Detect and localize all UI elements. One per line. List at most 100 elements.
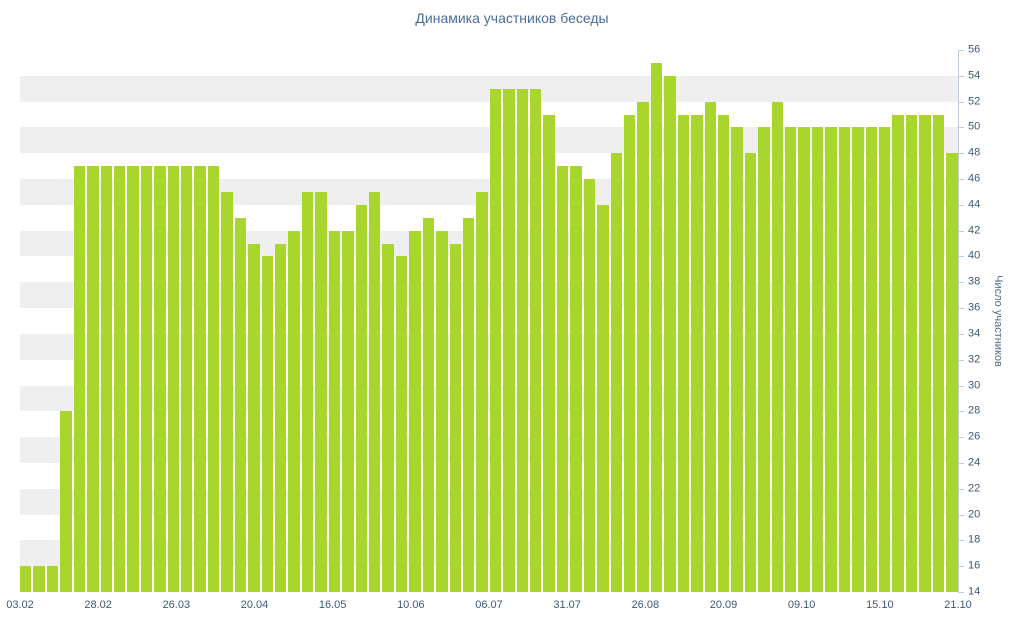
- bar: [637, 101, 649, 592]
- bar: [261, 256, 274, 592]
- bar: [677, 114, 690, 592]
- bar: [275, 243, 287, 592]
- bar: [516, 88, 529, 592]
- x-tick-label: 16.05: [318, 599, 347, 611]
- bar: [167, 166, 180, 592]
- bar: [409, 230, 421, 592]
- bar: [395, 256, 408, 592]
- x-tick-label: 03.02: [6, 599, 34, 611]
- bar: [879, 127, 891, 592]
- chart-title: Динамика участников беседы: [415, 10, 609, 26]
- y-tick-label: 16: [968, 559, 981, 572]
- y-tick-label: 22: [968, 482, 981, 495]
- bar: [731, 127, 743, 592]
- x-tick-label: 20.04: [240, 599, 269, 611]
- bar: [691, 114, 703, 592]
- y-tick-label: 56: [968, 43, 981, 56]
- y-tick: [958, 101, 964, 103]
- y-tick: [958, 592, 964, 593]
- y-tick-label: 36: [968, 301, 981, 314]
- bar: [46, 566, 59, 592]
- x-tick-label: 26.03: [162, 599, 191, 611]
- y-tick-label: 46: [968, 172, 981, 185]
- y-tick: [958, 359, 964, 361]
- y-tick: [958, 462, 964, 464]
- bar: [623, 114, 636, 592]
- x-tick-label: 10.06: [397, 599, 425, 611]
- bar: [248, 243, 260, 592]
- bar: [489, 88, 502, 592]
- y-tick-label: 40: [968, 249, 981, 262]
- bar: [758, 127, 770, 592]
- bar: [33, 566, 45, 592]
- bar: [382, 243, 394, 592]
- y-tick: [958, 50, 964, 51]
- y-tick-label: 44: [968, 198, 981, 211]
- y-tick: [958, 230, 964, 232]
- bar: [221, 191, 233, 592]
- bar: [650, 62, 663, 592]
- y-tick-label: 54: [968, 69, 981, 82]
- bar: [194, 166, 206, 592]
- bar: [288, 230, 300, 592]
- bar: [368, 191, 381, 592]
- y-tick-label: 42: [968, 224, 981, 237]
- y-tick-label: 18: [968, 533, 981, 546]
- bar: [570, 166, 582, 592]
- y-axis: 14 16 18 20 22 24 26 28 30 32 34 36 38 40 42 44 46 48 50 52…: [958, 44, 1004, 597]
- bar: [704, 101, 716, 592]
- bar: [100, 166, 112, 592]
- bar: [543, 114, 555, 592]
- y-tick-label: 30: [968, 379, 981, 392]
- bar: [610, 153, 622, 592]
- bar: [905, 114, 918, 592]
- bar: [556, 166, 569, 592]
- y-tick-label: 48: [968, 146, 981, 159]
- y-tick: [958, 566, 964, 568]
- y-tick: [958, 204, 964, 206]
- bar: [60, 411, 72, 592]
- bar: [422, 217, 435, 592]
- bar: [932, 114, 945, 592]
- grid-band: [20, 75, 958, 102]
- bar: [113, 166, 126, 592]
- y-axis-title: Число участников: [992, 275, 1004, 367]
- bar: [946, 153, 958, 592]
- y-tick: [958, 385, 964, 387]
- y-tick-label: 32: [968, 353, 981, 366]
- y-tick: [958, 514, 964, 516]
- x-tick-label: 06.07: [475, 599, 503, 611]
- x-tick-label: 21.10: [944, 599, 972, 611]
- bar: [852, 127, 864, 592]
- bar: [154, 166, 166, 592]
- y-tick: [958, 256, 964, 258]
- bar: [811, 127, 824, 592]
- y-tick: [958, 153, 964, 155]
- bar: [328, 230, 341, 592]
- y-tick-label: 14: [968, 585, 981, 598]
- x-tick-label: 15.10: [866, 599, 894, 611]
- bar: [87, 166, 99, 592]
- y-tick-label: 38: [968, 275, 981, 288]
- bar: [597, 204, 609, 592]
- bar: [798, 127, 810, 592]
- x-tick-label: 09.10: [787, 599, 816, 611]
- bar: [436, 230, 448, 592]
- bar: [127, 166, 139, 592]
- y-tick: [958, 437, 964, 439]
- x-tick-label: 20.09: [709, 599, 738, 611]
- plot-area: [20, 50, 958, 592]
- bar: [825, 127, 837, 592]
- bar: [462, 217, 475, 592]
- bar: [530, 88, 542, 592]
- x-tick-label: 31.07: [553, 599, 581, 611]
- y-tick-label: 20: [968, 508, 981, 521]
- bar: [207, 166, 220, 592]
- bars: [20, 50, 958, 592]
- y-tick: [958, 540, 964, 542]
- bar: [771, 101, 784, 592]
- y-tick: [958, 75, 964, 77]
- bar: [892, 114, 904, 592]
- bar: [865, 127, 877, 592]
